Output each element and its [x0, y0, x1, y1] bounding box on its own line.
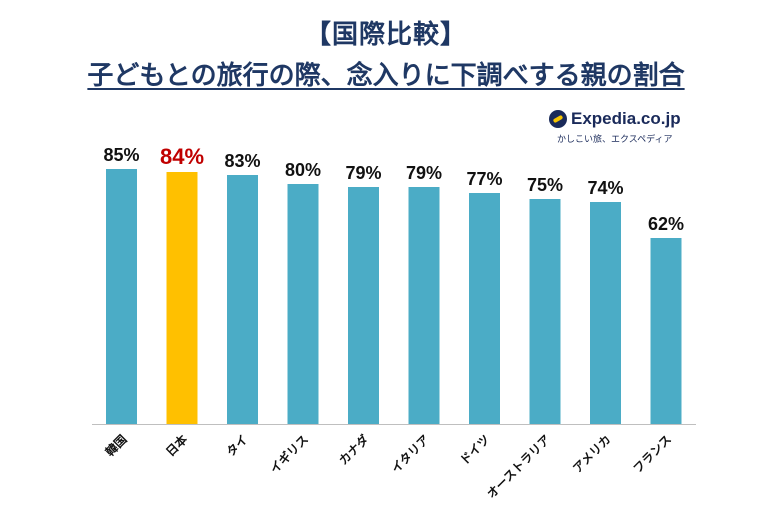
- data-label-6: 79%: [406, 163, 442, 183]
- bar-1: [106, 169, 137, 424]
- category-label-3: タイ: [224, 432, 251, 459]
- bar-2: [166, 172, 198, 424]
- logo-name: Expedia.co.jp: [571, 109, 681, 128]
- plane-globe-icon: [549, 110, 567, 128]
- category-label-10: フランス: [630, 432, 674, 476]
- category-label-2: 日本: [163, 432, 191, 460]
- data-label-3: 83%: [224, 151, 260, 171]
- category-label-8: オーストラリア: [484, 432, 553, 501]
- bar-6: [408, 187, 440, 424]
- category-label-4: イギリス: [267, 432, 312, 477]
- bar-3: [227, 175, 258, 424]
- chart-subtitle: 子どもとの旅行の際、念入りに下調べする親の割合: [87, 61, 685, 91]
- data-label-10: 62%: [648, 214, 684, 234]
- data-label-7: 77%: [466, 169, 502, 189]
- bar-5: [348, 187, 379, 424]
- data-label-2: 84%: [160, 144, 204, 169]
- category-label-5: カナダ: [336, 432, 372, 468]
- bar-10: [650, 238, 682, 424]
- category-label-1: 韓国: [102, 432, 130, 460]
- category-label-6: イタリア: [389, 432, 433, 476]
- data-label-8: 75%: [527, 175, 563, 195]
- data-label-5: 79%: [345, 163, 381, 183]
- chart-title: 【国際比較】: [304, 20, 467, 50]
- bar-7: [469, 193, 500, 424]
- category-label-9: アメリカ: [570, 432, 613, 475]
- data-label-9: 74%: [587, 178, 623, 198]
- data-label-4: 80%: [285, 160, 321, 180]
- bar-8: [529, 199, 561, 424]
- expedia-logo: Expedia.co.jp かしこい旅、エクスペディア: [547, 108, 687, 148]
- data-label-1: 85%: [103, 145, 139, 165]
- bar-4: [287, 184, 319, 424]
- logo-tagline: かしこい旅、エクスペディア: [557, 135, 673, 145]
- bar-9: [590, 202, 621, 424]
- category-label-7: ドイツ: [457, 432, 492, 467]
